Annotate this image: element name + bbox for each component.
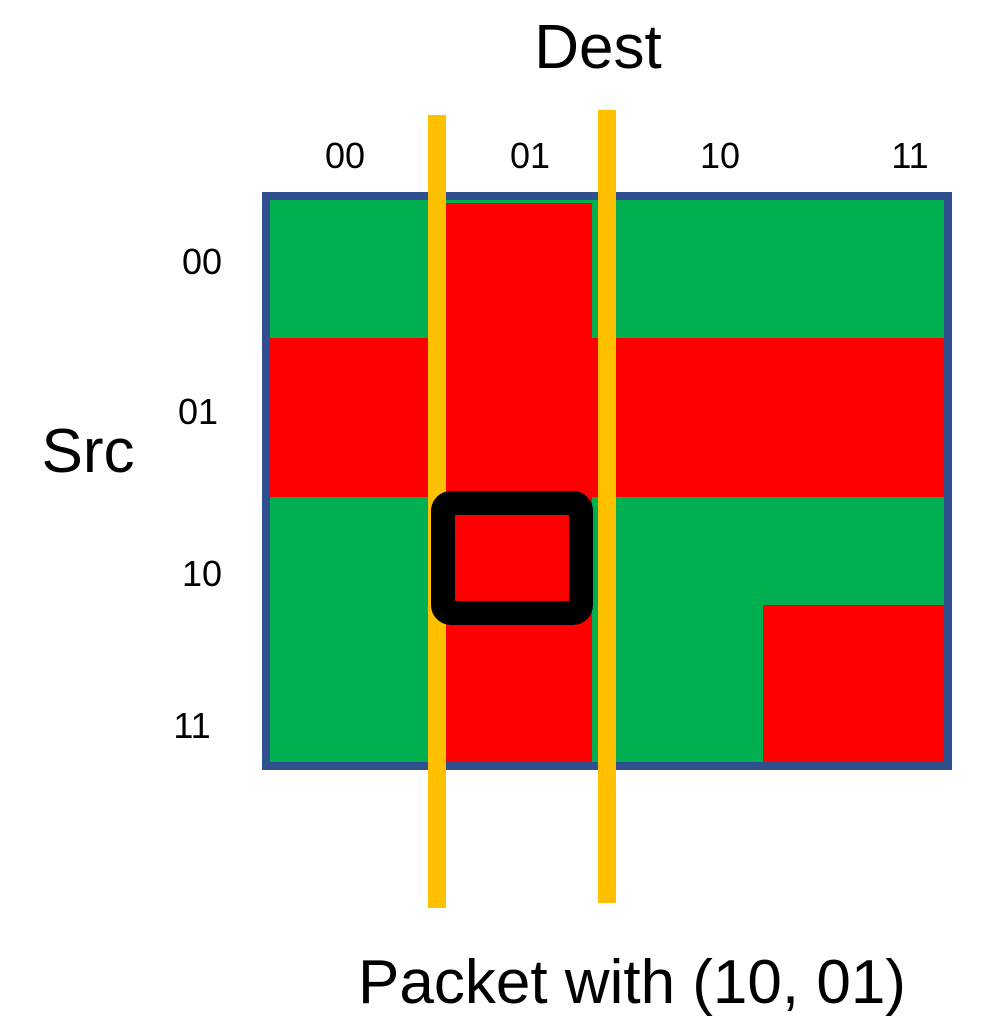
packet-caption: Packet with (10, 01) [358, 948, 906, 1017]
column-label-00: 00 [325, 135, 365, 176]
column-label-01: 01 [510, 135, 550, 176]
src-axis-label: Src [42, 417, 135, 486]
column-label-10: 10 [700, 135, 740, 176]
row-label-11: 11 [173, 705, 210, 746]
row-label-00: 00 [182, 241, 222, 282]
row-label-01: 01 [178, 391, 218, 432]
column-label-11: 11 [891, 135, 928, 176]
highlighted-cell-box [431, 491, 593, 625]
dest-title: Dest [534, 13, 661, 82]
row-label-10: 10 [182, 553, 222, 594]
blocked-cell-src-11-dest-11 [763, 605, 951, 764]
